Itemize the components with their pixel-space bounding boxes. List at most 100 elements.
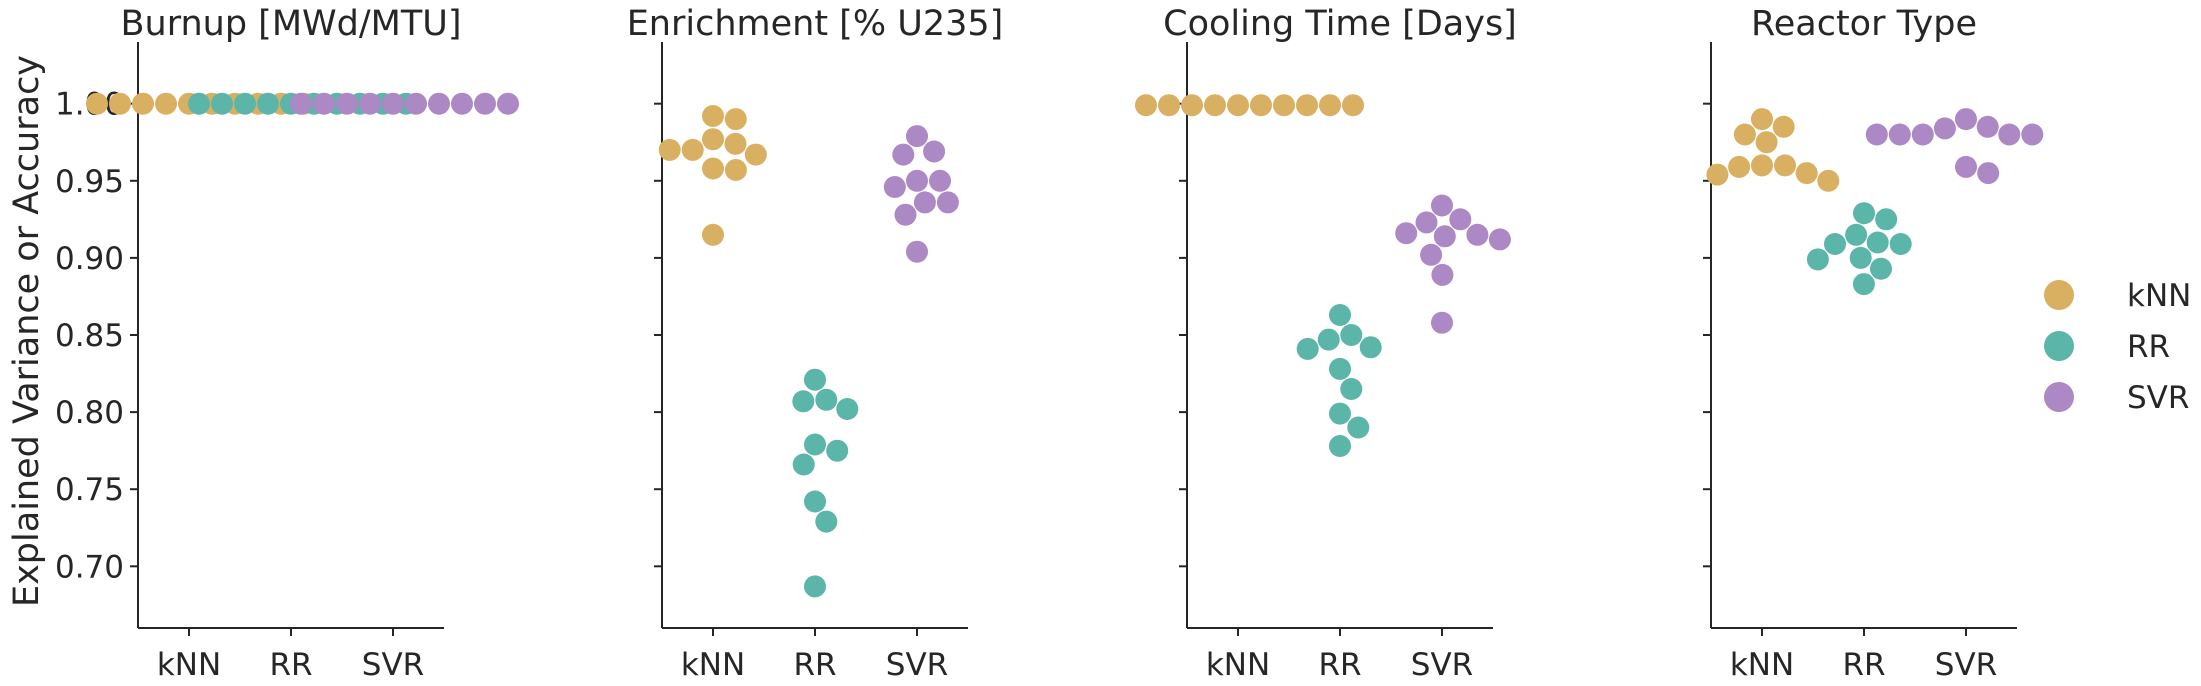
x-tick-label: SVR [1935, 647, 1997, 683]
x-tick-label: kNN [681, 647, 745, 683]
panel-title: Cooling Time [Days] [1163, 4, 1517, 44]
data-point [188, 92, 210, 115]
data-point [804, 368, 826, 391]
data-point [1340, 378, 1363, 400]
data-point [804, 490, 826, 513]
data-point [359, 92, 381, 115]
panel-3: Cooling Time [Days] kNN RR SVR [1135, 4, 1517, 683]
data-point [1870, 257, 1892, 280]
data-point [906, 169, 928, 192]
data-point [1420, 243, 1443, 266]
x-tick-label: SVR [1411, 647, 1473, 683]
data-point [1158, 94, 1180, 117]
data-point [132, 92, 154, 115]
data-point [724, 108, 747, 131]
data-point [1977, 162, 2000, 185]
data-point [1817, 169, 1840, 192]
data-point [1250, 94, 1272, 117]
y-tick-label: 0.70 [55, 549, 124, 585]
data-point [744, 143, 767, 166]
series-svr [290, 92, 519, 115]
panel-2: Enrichment [% U235] kNN RR SVR [627, 4, 1004, 683]
legend-label: RR [2127, 329, 2170, 365]
x-tick-label: RR [269, 647, 312, 683]
data-point [1340, 324, 1363, 346]
data-point [923, 140, 946, 163]
data-point [804, 575, 826, 598]
data-point [1395, 222, 1418, 245]
data-point [1888, 123, 1911, 146]
panel-title: Burnup [MWd/MTU] [121, 4, 462, 44]
data-point [405, 92, 427, 115]
data-point [702, 105, 724, 127]
data-point [1751, 108, 1773, 131]
x-tick-label: kNN [1730, 647, 1794, 683]
series-svr [1865, 108, 2044, 185]
data-point [1866, 231, 1889, 254]
data-point [1853, 202, 1875, 225]
data-point [1273, 94, 1295, 117]
series-knn [1135, 94, 1364, 117]
data-point [1824, 233, 1846, 255]
data-point [702, 223, 724, 246]
data-point [109, 92, 131, 115]
panel-title: Reactor Type [1751, 4, 1977, 44]
x-tick-label: RR [1318, 647, 1361, 683]
series-knn [658, 105, 767, 246]
data-point [1755, 131, 1778, 154]
data-point [681, 138, 704, 161]
data-point [1415, 211, 1438, 234]
x-tick-label: SVR [886, 647, 948, 683]
data-point [2021, 123, 2044, 146]
data-point [804, 433, 826, 456]
data-point [1296, 337, 1319, 360]
data-point [702, 157, 724, 180]
data-point [1329, 304, 1351, 326]
data-point [1933, 117, 1956, 140]
data-point [1181, 94, 1203, 117]
x-tick-label: SVR [362, 647, 424, 683]
data-point [1317, 328, 1340, 351]
data-point [382, 92, 404, 115]
data-point [1795, 162, 1818, 185]
data-point [1911, 123, 1934, 146]
legend-entry-knn: kNN [2044, 278, 2191, 314]
data-point [1852, 273, 1875, 296]
data-point [234, 92, 256, 115]
panel-1: Burnup [MWd/MTU] 0.70 0.75 0.80 0.85 0.90 0.95… [55, 4, 519, 683]
data-point [906, 240, 928, 263]
data-point [451, 92, 473, 115]
legend-marker [2044, 382, 2074, 412]
data-point [894, 203, 917, 226]
legend-label: kNN [2127, 278, 2191, 314]
data-point [892, 143, 915, 166]
series-rr [792, 368, 859, 598]
y-tick-label: 0.95 [55, 164, 124, 200]
data-point [474, 92, 496, 115]
data-point [906, 125, 928, 148]
data-point [1955, 108, 1977, 131]
series-svr [883, 125, 959, 263]
data-point [883, 176, 906, 198]
data-point [336, 92, 358, 115]
data-point [1342, 94, 1364, 117]
data-point [428, 92, 450, 115]
data-point [1204, 94, 1226, 117]
data-point [1706, 163, 1729, 186]
legend-marker [2044, 280, 2074, 310]
legend-label: SVR [2127, 380, 2189, 416]
data-point [724, 132, 747, 155]
data-point [792, 453, 815, 476]
data-point [836, 398, 859, 420]
data-point [913, 191, 936, 214]
panels: Burnup [MWd/MTU] 0.70 0.75 0.80 0.85 0.90 0.95… [55, 4, 2044, 683]
data-point [815, 388, 838, 411]
data-point [155, 92, 177, 115]
data-point [826, 439, 849, 462]
legend-entry-rr: RR [2044, 329, 2170, 365]
x-tick-label: RR [1842, 647, 1885, 683]
data-point [1135, 94, 1157, 117]
data-point [1733, 123, 1756, 146]
data-point [1875, 208, 1898, 231]
